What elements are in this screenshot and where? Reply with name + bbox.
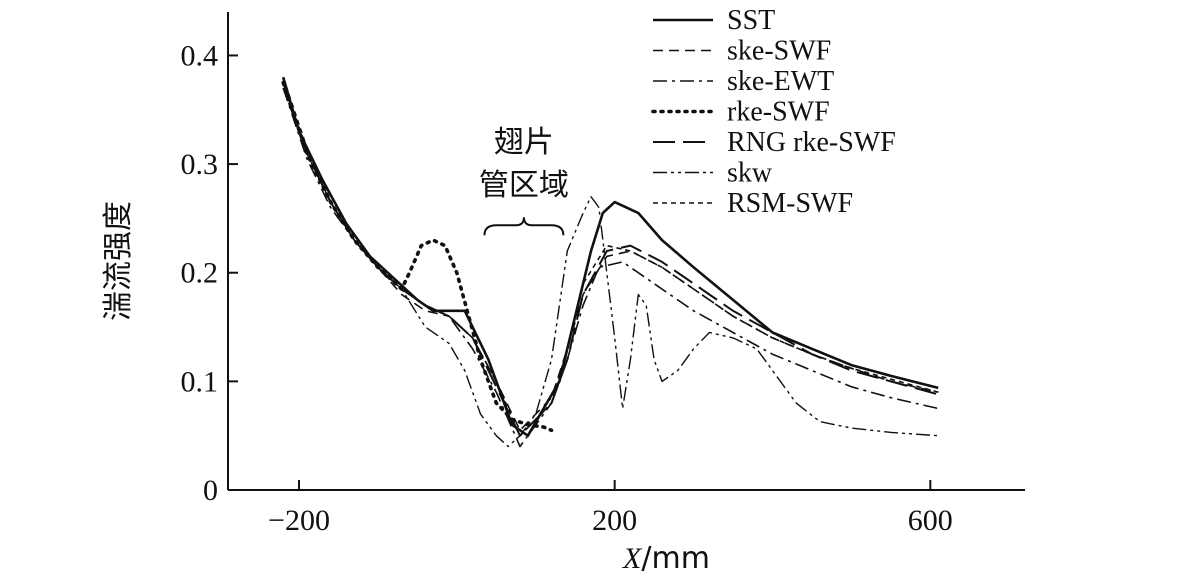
legend-label: SST — [727, 5, 775, 36]
series-line-0 — [281, 76, 939, 438]
legend-label: ske-EWT — [727, 66, 834, 97]
series-line-6 — [282, 76, 939, 437]
x-axis-title: X/mm — [622, 541, 710, 573]
x-tick-label: 600 — [908, 504, 953, 537]
legend-label: RNG rke-SWF — [727, 127, 896, 158]
y-tick-label: 0.1 — [181, 365, 219, 398]
y-tick-label: 0.2 — [181, 257, 219, 290]
x-axis-variable: X — [622, 542, 643, 573]
axes: 0 0.1 0.2 0.3 0.4 −200 200 600 X/mm 湍流强度 — [101, 12, 1025, 573]
y-axis-title: 湍流强度 — [101, 201, 136, 321]
y-tick-label: 0 — [203, 474, 218, 507]
x-axis-unit: /mm — [641, 541, 710, 573]
legend-label: RSM-SWF — [727, 188, 853, 219]
y-tick-label: 0.4 — [181, 39, 219, 72]
series-line-5 — [282, 82, 939, 448]
legend-label: skw — [727, 158, 773, 189]
series-line-3 — [281, 80, 554, 433]
annotation-brace — [483, 217, 565, 236]
series-lines — [281, 76, 939, 448]
legend-label: rke-SWF — [727, 97, 830, 128]
legend-label: ske-SWF — [727, 36, 831, 67]
annotation-line-1: 管区域 — [479, 168, 569, 203]
y-tick-label: 0.3 — [181, 148, 219, 181]
x-tick-label: 200 — [592, 504, 637, 537]
annotation-line-0: 翅片 — [494, 125, 554, 160]
x-tick-label: −200 — [268, 504, 330, 537]
